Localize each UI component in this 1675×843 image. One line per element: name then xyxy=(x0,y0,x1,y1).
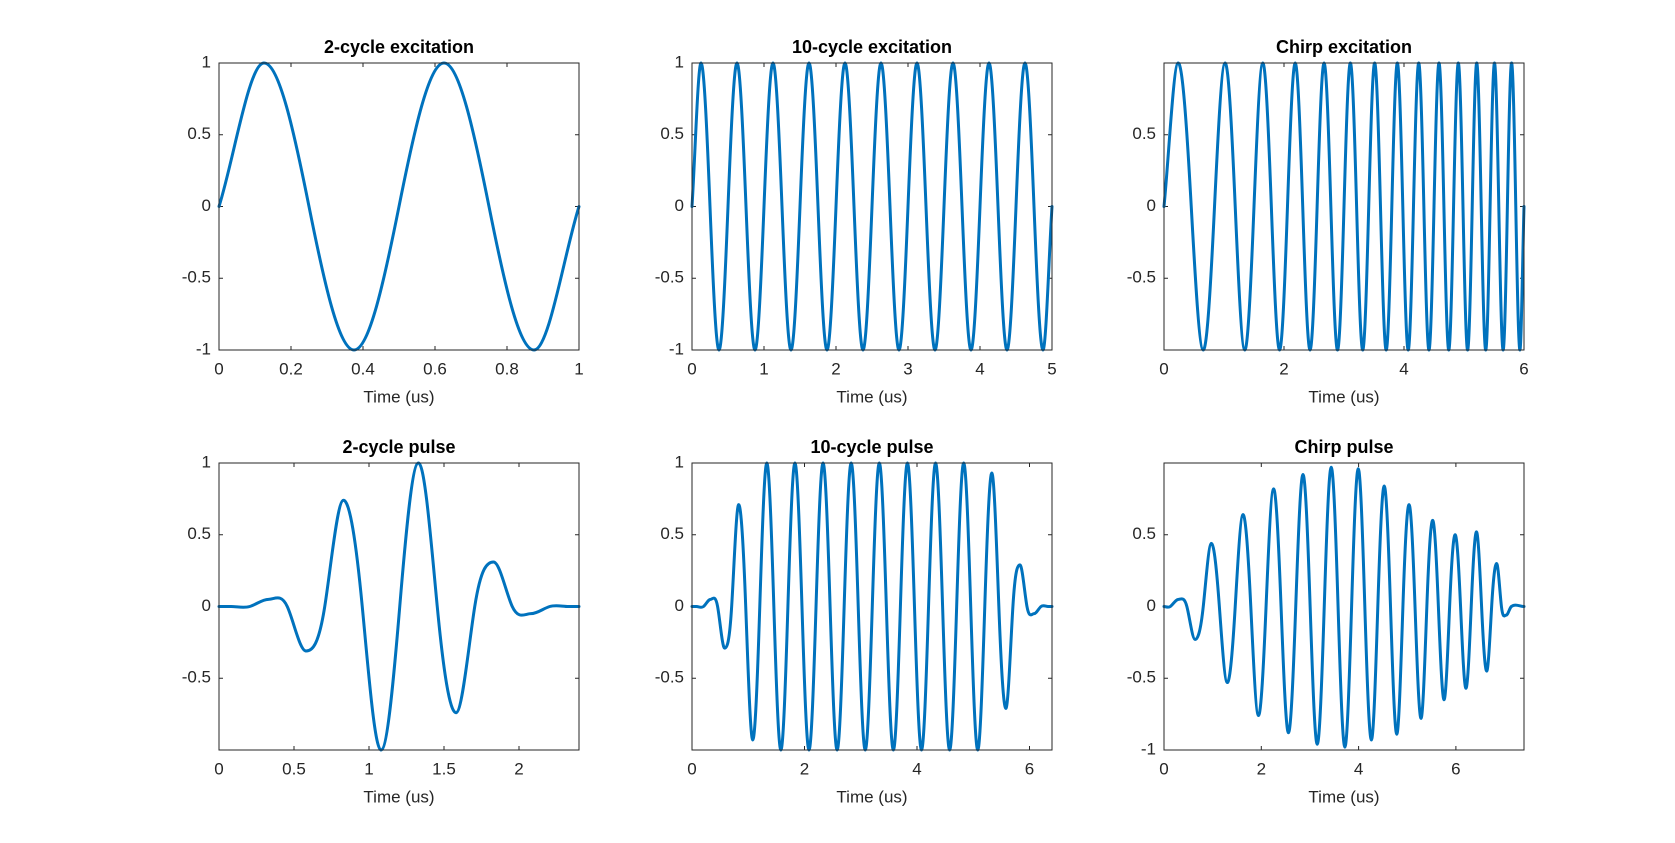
signal-line xyxy=(1162,61,1526,352)
chart-title: 2-cycle excitation xyxy=(324,37,474,57)
y-tick-label: 0.5 xyxy=(1132,124,1156,143)
axes-box xyxy=(1163,462,1525,751)
x-tick-label: 4 xyxy=(1354,759,1363,778)
y-tick-label: 0 xyxy=(1147,196,1156,215)
axes-background xyxy=(1164,463,1524,750)
x-tick-label: 1 xyxy=(759,359,768,378)
chart-title: 2-cycle pulse xyxy=(342,437,455,457)
axes-box xyxy=(1163,62,1525,351)
signal-line xyxy=(1162,465,1526,749)
chart-title: Chirp excitation xyxy=(1276,37,1412,57)
x-axis-label: Time (us) xyxy=(836,387,907,406)
x-tick-label: 1 xyxy=(364,759,373,778)
y-tick-label: 1 xyxy=(675,52,684,71)
x-axis-label: Time (us) xyxy=(363,387,434,406)
y-tick-label: 1 xyxy=(675,452,684,471)
signal-line xyxy=(690,461,1054,752)
x-tick-label: 0.8 xyxy=(495,359,519,378)
y-tick-label: 0 xyxy=(1147,596,1156,615)
x-tick-label: 6 xyxy=(1451,759,1460,778)
x-tick-label: 0.2 xyxy=(279,359,303,378)
y-tick-label: -1 xyxy=(1141,739,1156,758)
x-axis-label: Time (us) xyxy=(1308,787,1379,806)
x-tick-label: 0 xyxy=(1159,759,1168,778)
x-tick-label: 6 xyxy=(1025,759,1034,778)
y-tick-label: -1 xyxy=(669,339,684,358)
chart-title: 10-cycle pulse xyxy=(810,437,933,457)
y-tick-label: -0.5 xyxy=(655,268,684,287)
y-tick-label: 0 xyxy=(202,196,211,215)
y-tick-label: -0.5 xyxy=(1127,668,1156,687)
axes-box xyxy=(691,62,1053,351)
y-tick-label: -0.5 xyxy=(182,668,211,687)
y-tick-label: 0.5 xyxy=(187,524,211,543)
chart-title: Chirp pulse xyxy=(1294,437,1393,457)
axes-box xyxy=(691,462,1053,751)
x-tick-label: 0 xyxy=(214,759,223,778)
x-axis-label: Time (us) xyxy=(1308,387,1379,406)
x-tick-label: 0 xyxy=(687,359,696,378)
y-tick-label: 0 xyxy=(202,596,211,615)
y-tick-label: -1 xyxy=(196,339,211,358)
y-tick-label: 0.5 xyxy=(187,124,211,143)
y-tick-label: 1 xyxy=(202,52,211,71)
y-tick-label: -0.5 xyxy=(182,268,211,287)
y-tick-label: 0.5 xyxy=(1132,524,1156,543)
x-tick-label: 1 xyxy=(574,359,583,378)
x-axis-label: Time (us) xyxy=(363,787,434,806)
x-tick-label: 2 xyxy=(800,759,809,778)
x-tick-label: 0 xyxy=(687,759,696,778)
x-axis-label: Time (us) xyxy=(836,787,907,806)
y-tick-label: 0 xyxy=(675,596,684,615)
x-tick-label: 2 xyxy=(514,759,523,778)
x-tick-label: 5 xyxy=(1047,359,1056,378)
x-tick-label: 0.6 xyxy=(423,359,447,378)
x-tick-label: 2 xyxy=(831,359,840,378)
x-tick-label: 0.5 xyxy=(282,759,306,778)
y-tick-label: 0 xyxy=(675,196,684,215)
axes-box xyxy=(218,462,580,751)
y-tick-label: -0.5 xyxy=(655,668,684,687)
y-tick-label: 1 xyxy=(202,452,211,471)
x-tick-label: 1.5 xyxy=(432,759,456,778)
x-tick-label: 0 xyxy=(214,359,223,378)
x-tick-label: 4 xyxy=(912,759,921,778)
x-tick-label: 6 xyxy=(1519,359,1528,378)
x-tick-label: 0 xyxy=(1159,359,1168,378)
chart-title: 10-cycle excitation xyxy=(792,37,952,57)
x-tick-label: 4 xyxy=(1399,359,1408,378)
x-tick-label: 4 xyxy=(975,359,984,378)
y-tick-label: -0.5 xyxy=(1127,268,1156,287)
y-tick-label: 0.5 xyxy=(660,124,684,143)
x-tick-label: 2 xyxy=(1257,759,1266,778)
signal-line xyxy=(217,461,581,752)
x-tick-label: 0.4 xyxy=(351,359,375,378)
x-tick-label: 3 xyxy=(903,359,912,378)
axes-box xyxy=(218,62,580,351)
signal-line xyxy=(690,61,1054,352)
signal-line xyxy=(217,61,581,352)
x-tick-label: 2 xyxy=(1279,359,1288,378)
y-tick-label: 0.5 xyxy=(660,524,684,543)
